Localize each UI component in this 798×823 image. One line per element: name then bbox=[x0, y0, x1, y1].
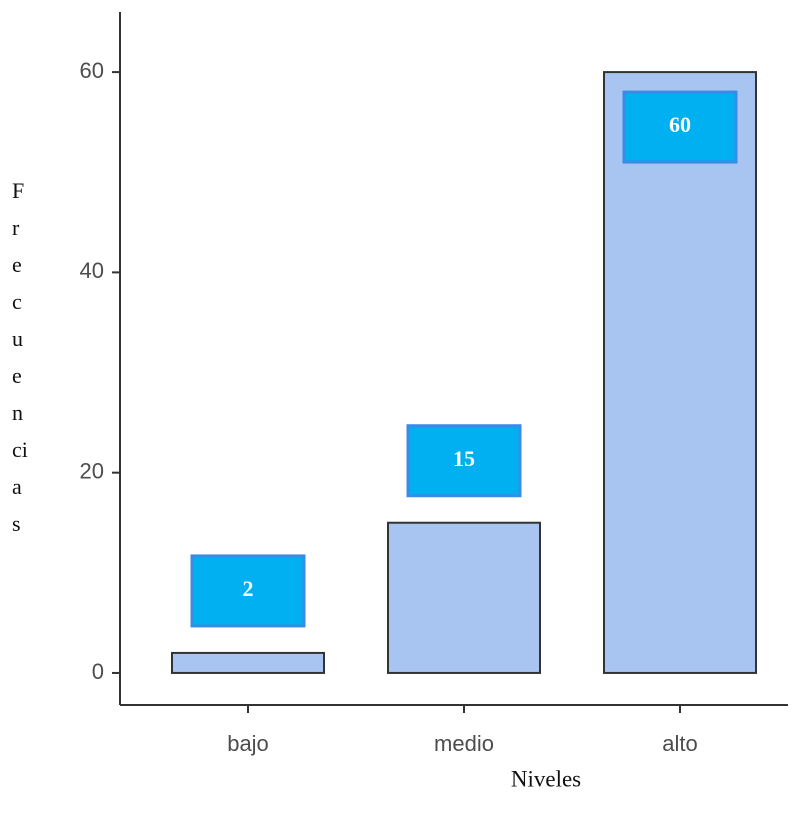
y-tick-label: 0 bbox=[92, 659, 104, 684]
bar bbox=[171, 651, 325, 674]
y-tick-label: 60 bbox=[80, 58, 104, 83]
x-tick-label: bajo bbox=[227, 731, 269, 756]
value-label: 60 bbox=[669, 112, 691, 137]
x-axis-title: Niveles bbox=[511, 766, 581, 791]
y-tick-label: 20 bbox=[80, 458, 104, 483]
bar bbox=[387, 521, 541, 674]
value-label-box bbox=[406, 424, 522, 498]
value-label-box bbox=[190, 554, 306, 628]
x-tick-label: alto bbox=[662, 731, 697, 756]
x-tick-label: medio bbox=[434, 731, 494, 756]
value-label: 2 bbox=[243, 576, 254, 601]
value-label: 15 bbox=[453, 446, 475, 471]
y-tick-label: 40 bbox=[80, 258, 104, 283]
value-label-box bbox=[622, 90, 738, 164]
bar bbox=[603, 71, 757, 674]
y-axis-title: Frecuencias bbox=[12, 178, 28, 536]
